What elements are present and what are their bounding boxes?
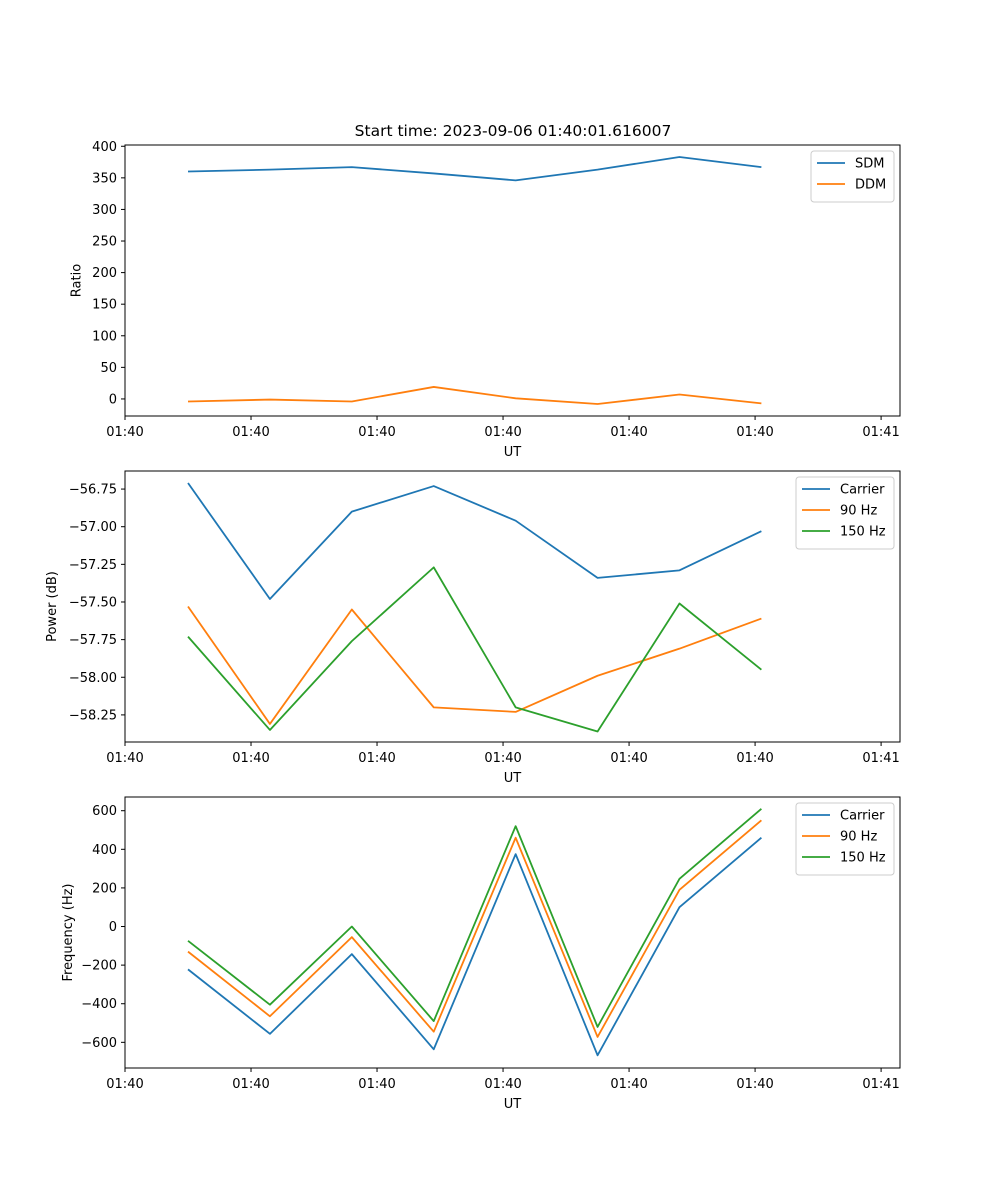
power-y-tick-label: −57.00: [69, 520, 117, 535]
ratio-x-tick-label: 01:40: [610, 425, 647, 440]
ratio-y-tick-label: 150: [92, 298, 117, 313]
ratio-x-tick-label: 01:40: [736, 425, 773, 440]
power-legend-label-90-hz: 90 Hz: [840, 504, 877, 519]
frequency-y-tick-label: −200: [81, 959, 117, 974]
frequency-y-tick-label: 400: [92, 843, 117, 858]
frequency-series-90-hz-line: [187, 819, 762, 1038]
power-x-axis-label: UT: [504, 771, 522, 786]
power-series-carrier-line: [187, 482, 762, 600]
ratio-x-tick-label: 01:41: [862, 425, 899, 440]
power-panel: 01:40 01:40 01:40 01:40 01:40 01:40 01:41 −58.2…: [45, 470, 901, 786]
ratio-series-sdm-line: [187, 156, 762, 182]
ratio-legend-label-sdm: SDM: [855, 157, 884, 172]
power-x-tick-label: 01:40: [358, 751, 395, 766]
ratio-y-tick-label: 400: [92, 140, 117, 155]
frequency-panel: 01:40 01:40 01:40 01:40 01:40 01:40 01:41 −600 −…: [61, 796, 901, 1112]
ratio-legend-label-ddm: DDM: [855, 178, 886, 193]
frequency-legend-label-150-hz: 150 Hz: [840, 851, 886, 866]
frequency-x-tick-label: 01:41: [862, 1077, 899, 1092]
ratio-x-tick-label: 01:40: [232, 425, 269, 440]
frequency-y-tick-label: 200: [92, 881, 117, 896]
frequency-series-carrier-line: [187, 837, 762, 1057]
frequency-legend-label-90-hz: 90 Hz: [840, 830, 877, 845]
power-x-tick-label: 01:40: [484, 751, 521, 766]
power-series-150-hz-line: [187, 566, 762, 733]
frequency-x-tick-label: 01:40: [484, 1077, 521, 1092]
power-y-tick-label: −57.50: [69, 595, 117, 610]
power-x-tick-label: 01:40: [610, 751, 647, 766]
power-y-axis-label: Power (dB): [45, 571, 60, 642]
power-y-tick-label: −56.75: [69, 483, 117, 498]
ratio-y-tick-label: 350: [92, 171, 117, 186]
power-y-tick-label: −58.00: [69, 671, 117, 686]
ratio-y-tick-label: 0: [109, 392, 117, 407]
ratio-y-tick-label: 250: [92, 235, 117, 250]
power-x-tick-label: 01:41: [862, 751, 899, 766]
frequency-legend-label-carrier: Carrier: [840, 809, 885, 824]
ratio-x-tick-label: 01:40: [358, 425, 395, 440]
frequency-y-tick-label: −600: [81, 1036, 117, 1051]
power-y-tick-label: −57.75: [69, 633, 117, 648]
frequency-y-axis-label: Frequency (Hz): [61, 883, 76, 981]
ratio-y-tick-label: 100: [92, 329, 117, 344]
power-axes-frame: [124, 470, 901, 743]
frequency-x-tick-label: 01:40: [736, 1077, 773, 1092]
frequency-x-tick-label: 01:40: [610, 1077, 647, 1092]
ratio-x-tick-label: 01:40: [106, 425, 143, 440]
frequency-series-150-hz-line: [187, 808, 762, 1028]
chart-title: Start time: 2023-09-06 01:40:01.616007: [355, 122, 672, 140]
frequency-y-tick-label: 0: [109, 920, 117, 935]
power-y-tick-label: −58.25: [69, 708, 117, 723]
frequency-x-tick-label: 01:40: [358, 1077, 395, 1092]
power-x-tick-label: 01:40: [106, 751, 143, 766]
ratio-x-axis-label: UT: [504, 445, 522, 460]
frequency-axes-frame: [124, 796, 901, 1069]
frequency-x-axis-label: UT: [504, 1097, 522, 1112]
power-legend-label-150-hz: 150 Hz: [840, 525, 886, 540]
frequency-y-tick-label: 600: [92, 804, 117, 819]
ratio-panel: 01:40 01:40 01:40 01:40 01:40 01:40 01:41 0 50 10…: [69, 140, 901, 460]
ratio-legend: SDM DDM: [810, 150, 895, 203]
frequency-x-tick-label: 01:40: [106, 1077, 143, 1092]
power-legend-label-carrier: Carrier: [840, 483, 885, 498]
power-series-90-hz-line: [187, 605, 762, 725]
frequency-legend: Carrier 90 Hz 150 Hz: [795, 802, 895, 876]
frequency-x-tick-label: 01:40: [232, 1077, 269, 1092]
power-x-tick-label: 01:40: [736, 751, 773, 766]
ratio-y-tick-label: 300: [92, 203, 117, 218]
power-y-tick-label: −57.25: [69, 558, 117, 573]
ratio-series-ddm-line: [187, 386, 762, 405]
ratio-y-tick-label: 50: [100, 361, 117, 376]
ratio-y-tick-label: 200: [92, 266, 117, 281]
ratio-x-tick-label: 01:40: [484, 425, 521, 440]
frequency-y-tick-label: −400: [81, 997, 117, 1012]
power-legend: Carrier 90 Hz 150 Hz: [795, 476, 895, 550]
ratio-axes-frame: [124, 144, 901, 417]
ratio-y-axis-label: Ratio: [69, 264, 84, 297]
power-x-tick-label: 01:40: [232, 751, 269, 766]
